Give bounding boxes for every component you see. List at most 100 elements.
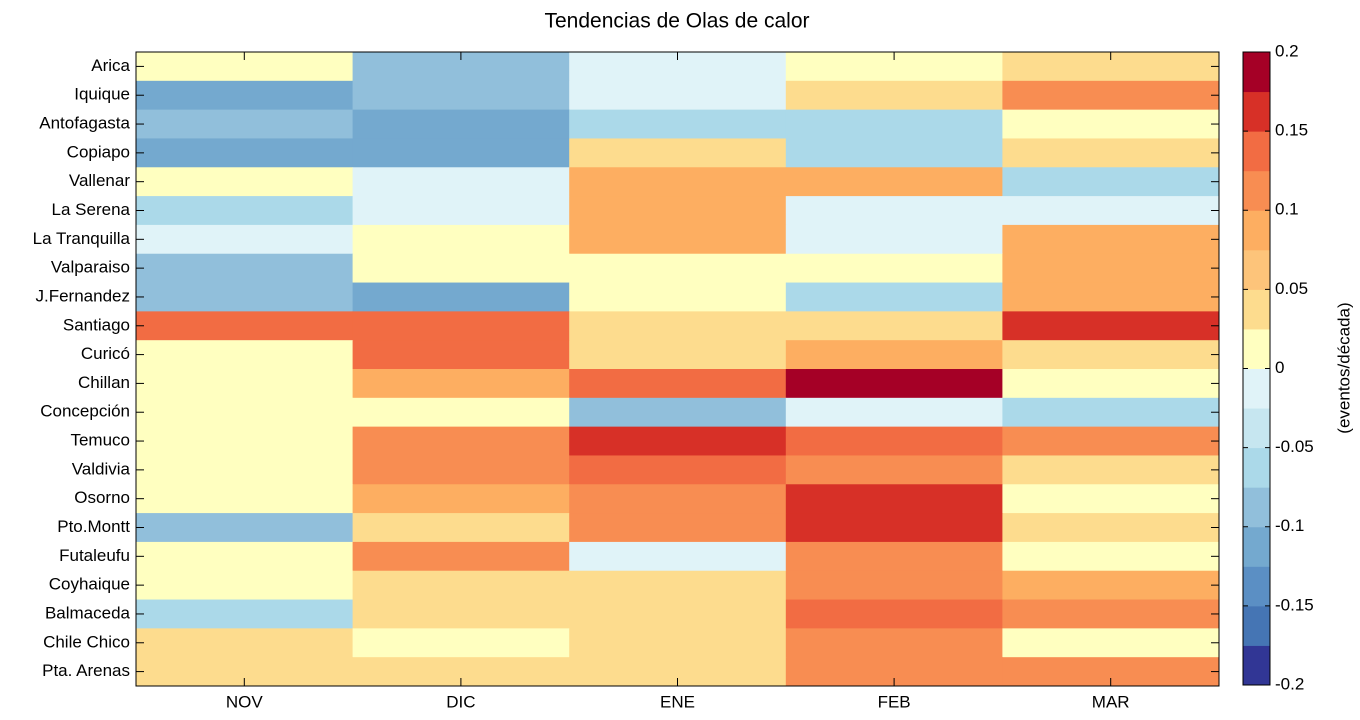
heatmap-cell — [1002, 570, 1220, 601]
x-tick-label: MAR — [1092, 692, 1130, 711]
heatmap-cell — [136, 628, 354, 658]
x-tick-label: DIC — [446, 692, 475, 711]
heatmap-cell — [136, 196, 354, 226]
heatmap-cell — [352, 340, 570, 370]
heatmap-cell — [136, 397, 354, 428]
heatmap-cell — [352, 282, 570, 312]
heatmap-cell — [136, 282, 354, 312]
heatmap-cell — [1002, 513, 1220, 543]
y-tick-label: Pto.Montt — [57, 517, 130, 536]
heatmap-cell — [352, 455, 570, 485]
heatmap-cell — [1002, 484, 1220, 514]
colorbar-tick-label: 0.05 — [1275, 279, 1308, 298]
heatmap-cell — [1002, 369, 1220, 399]
heatmap-cell — [569, 340, 787, 370]
heatmap-cell — [569, 426, 787, 456]
colorbar-swatch — [1243, 408, 1270, 449]
heatmap-cell — [352, 196, 570, 226]
heatmap-cell — [136, 80, 354, 111]
colorbar-swatch — [1243, 131, 1270, 172]
heatmap-cell — [352, 484, 570, 514]
y-tick-label: Concepción — [40, 402, 130, 421]
heatmap-cell — [1002, 455, 1220, 485]
heatmap-cell — [136, 541, 354, 572]
colorbar-tick-label: -0.05 — [1275, 437, 1314, 456]
heatmap-cell — [136, 369, 354, 399]
colorbar-tick-label: -0.2 — [1275, 674, 1304, 693]
heatmap-cell — [1002, 628, 1220, 658]
colorbar-swatch — [1243, 526, 1270, 567]
heatmap-cell — [785, 196, 1003, 226]
heatmap-cell — [1002, 253, 1220, 284]
heatmap-cell — [569, 570, 787, 601]
heatmap-cell — [569, 196, 787, 226]
heatmap-cell — [569, 109, 787, 139]
heatmap-cell — [352, 628, 570, 658]
heatmap-cell — [352, 369, 570, 399]
colorbar-swatch — [1243, 249, 1270, 290]
heatmap-cell — [569, 80, 787, 111]
heatmap-cell — [136, 484, 354, 514]
colorbar-swatch — [1243, 52, 1270, 93]
heatmap-cell — [785, 570, 1003, 601]
y-tick-label: Arica — [91, 56, 130, 75]
y-tick-label: Chile Chico — [43, 632, 130, 651]
colorbar-swatch — [1243, 566, 1270, 607]
heatmap-cell — [569, 138, 787, 168]
heatmap-cell — [352, 426, 570, 456]
y-tick-label: Valparaiso — [51, 258, 130, 277]
heatmap-cell — [352, 311, 570, 341]
heatmap-cell — [785, 455, 1003, 485]
heatmap-cell — [1002, 196, 1220, 226]
heatmap-cell — [352, 253, 570, 284]
colorbar-swatch — [1243, 289, 1270, 330]
heatmap-cell — [352, 513, 570, 543]
heatmap-cell — [352, 167, 570, 197]
heatmap-cell — [569, 253, 787, 284]
colorbar-tick-label: 0.15 — [1275, 121, 1308, 140]
colorbar-label: (eventos/década) — [1334, 302, 1353, 433]
heatmap-cell — [785, 224, 1003, 255]
heatmap-cell — [352, 224, 570, 255]
heatmap-cell — [136, 253, 354, 284]
heatmap-cell — [569, 224, 787, 255]
colorbar-swatch — [1243, 91, 1270, 132]
heatmap-cell — [785, 253, 1003, 284]
heatmap-cell — [569, 628, 787, 658]
x-tick-label: NOV — [226, 692, 264, 711]
heatmap-cell — [785, 138, 1003, 168]
y-tick-label: Vallenar — [69, 171, 130, 190]
heatmap-cell — [785, 541, 1003, 572]
heatmap-cell — [785, 369, 1003, 399]
y-tick-label: Valdivia — [72, 459, 131, 478]
heatmap-cell — [569, 311, 787, 341]
y-tick-label: Balmaceda — [45, 603, 131, 622]
heatmap-cell — [785, 109, 1003, 139]
heatmap-cell — [785, 513, 1003, 543]
heatmap-cell — [785, 167, 1003, 197]
chart-title: Tendencias de Olas de calor — [545, 10, 810, 33]
heatmap-cell — [785, 426, 1003, 456]
heatmap-cell — [352, 541, 570, 572]
y-tick-label: Chillan — [78, 373, 130, 392]
heatmap-cell — [136, 224, 354, 255]
heatmap-cell — [569, 513, 787, 543]
heatmap-cell — [1002, 224, 1220, 255]
heatmap-cell — [1002, 80, 1220, 111]
heatmap-cell — [569, 484, 787, 514]
heatmap-cell — [569, 541, 787, 572]
heatmap-cell — [569, 599, 787, 629]
y-tick-label: Futaleufu — [59, 546, 130, 565]
heatmap-cell — [352, 599, 570, 629]
heatmap-cell — [136, 167, 354, 197]
colorbar-swatch — [1243, 170, 1270, 211]
y-tick-label: La Serena — [52, 200, 131, 219]
colorbar-tick-label: -0.15 — [1275, 595, 1314, 614]
heatmap-cell — [1002, 426, 1220, 456]
heatmap-cell — [785, 80, 1003, 111]
heatmap-cell — [785, 282, 1003, 312]
heatmap-cell — [136, 138, 354, 168]
heatmap-cell — [785, 311, 1003, 341]
colorbar-tick-label: 0 — [1275, 358, 1284, 377]
